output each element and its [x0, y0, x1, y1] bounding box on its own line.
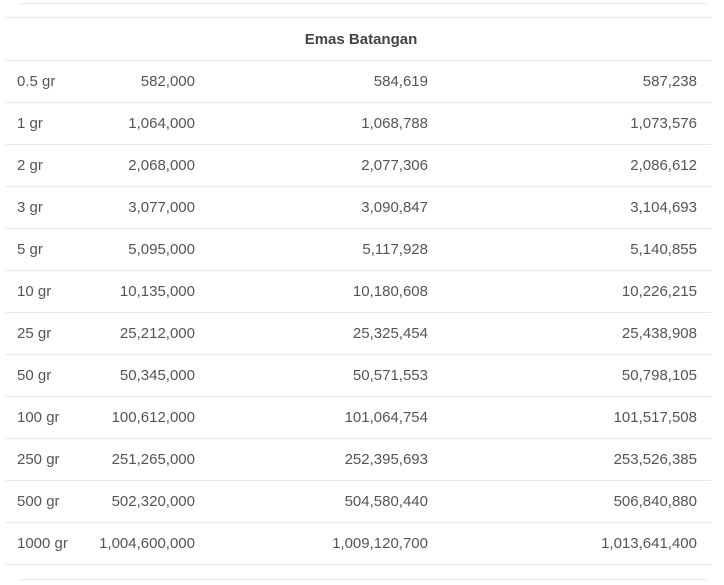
weight-cell: 500 gr — [17, 493, 60, 510]
price-cell-2: 101,064,754 — [344, 409, 428, 426]
price-cell-3: 2,086,612 — [630, 157, 697, 174]
weight-cell: 250 gr — [17, 451, 60, 468]
price-cell-1: 5,095,000 — [128, 241, 195, 258]
price-cell-1: 502,320,000 — [111, 493, 195, 510]
price-cell-3: 587,238 — [642, 73, 697, 90]
price-cell-3: 253,526,385 — [613, 451, 697, 468]
price-cell-2: 584,619 — [373, 73, 428, 90]
table-row: 1000 gr 1,004,600,000 1,009,120,700 1,013,6… — [5, 523, 711, 565]
weight-cell: 2 gr — [17, 157, 43, 174]
price-cell-2: 252,395,693 — [344, 451, 428, 468]
price-cell-1: 1,064,000 — [128, 115, 195, 132]
weight-cell: 0.5 gr — [17, 73, 56, 90]
price-cell-1: 582,000 — [140, 73, 195, 90]
table-row: 100 gr 100,612,000 101,064,754 101,517,508 — [5, 397, 711, 439]
price-cell-1: 3,077,000 — [128, 199, 195, 216]
table-header: Emas Batangan — [5, 18, 711, 61]
weight-cell: 25 gr — [17, 325, 52, 342]
table-row: 5 gr 5,095,000 5,117,928 5,140,855 — [5, 229, 711, 271]
price-cell-3: 5,140,855 — [630, 241, 697, 258]
price-cell-3: 506,840,880 — [613, 493, 697, 510]
weight-cell: 5 gr — [17, 241, 43, 258]
weight-cell: 50 gr — [17, 367, 52, 384]
price-cell-1: 1,004,600,000 — [99, 535, 195, 552]
weight-cell: 3 gr — [17, 199, 43, 216]
table-row: 10 gr 10,135,000 10,180,608 10,226,215 — [5, 271, 711, 313]
price-cell-1: 10,135,000 — [119, 283, 195, 300]
weight-cell: 1000 gr — [17, 535, 68, 552]
price-cell-1: 100,612,000 — [111, 409, 195, 426]
price-cell-2: 5,117,928 — [362, 241, 428, 258]
price-cell-3: 25,438,908 — [621, 325, 697, 342]
table-row: 50 gr 50,345,000 50,571,553 50,798,105 — [5, 355, 711, 397]
price-cell-1: 50,345,000 — [119, 367, 195, 384]
table-row: 0.5 gr 582,000 584,619 587,238 — [5, 61, 711, 103]
table-row: 250 gr 251,265,000 252,395,693 253,526,385 — [5, 439, 711, 481]
table-row: 3 gr 3,077,000 3,090,847 3,104,693 — [5, 187, 711, 229]
price-cell-3: 1,073,576 — [630, 115, 697, 132]
price-cell-2: 50,571,553 — [352, 367, 428, 384]
top-divider — [20, 3, 706, 4]
table-row: 1 gr 1,064,000 1,068,788 1,073,576 — [5, 103, 711, 145]
price-cell-2: 3,090,847 — [361, 199, 428, 216]
table-title: Emas Batangan — [304, 30, 418, 48]
price-cell-2: 1,068,788 — [361, 115, 428, 132]
price-cell-3: 10,226,215 — [621, 283, 697, 300]
price-cell-2: 504,580,440 — [344, 493, 428, 510]
bottom-divider — [20, 579, 706, 580]
price-cell-2: 10,180,608 — [352, 283, 428, 300]
table-body: 0.5 gr 582,000 584,619 587,238 1 gr 1,064,000… — [5, 61, 711, 565]
weight-cell: 100 gr — [17, 409, 60, 426]
price-cell-2: 25,325,454 — [352, 325, 428, 342]
weight-cell: 1 gr — [17, 115, 43, 132]
price-cell-3: 101,517,508 — [613, 409, 697, 426]
gold-price-table: Emas Batangan 0.5 gr 582,000 584,619 587,23… — [5, 17, 711, 565]
weight-cell: 10 gr — [17, 283, 52, 300]
price-cell-2: 1,009,120,700 — [332, 535, 428, 552]
price-cell-3: 50,798,105 — [621, 367, 697, 384]
price-cell-3: 1,013,641,400 — [601, 535, 697, 552]
price-cell-3: 3,104,693 — [630, 199, 697, 216]
price-cell-1: 2,068,000 — [128, 157, 195, 174]
price-cell-1: 25,212,000 — [119, 325, 195, 342]
table-row: 2 gr 2,068,000 2,077,306 2,086,612 — [5, 145, 711, 187]
table-row: 500 gr 502,320,000 504,580,440 506,840,880 — [5, 481, 711, 523]
price-cell-2: 2,077,306 — [361, 157, 428, 174]
price-cell-1: 251,265,000 — [111, 451, 195, 468]
table-row: 25 gr 25,212,000 25,325,454 25,438,908 — [5, 313, 711, 355]
